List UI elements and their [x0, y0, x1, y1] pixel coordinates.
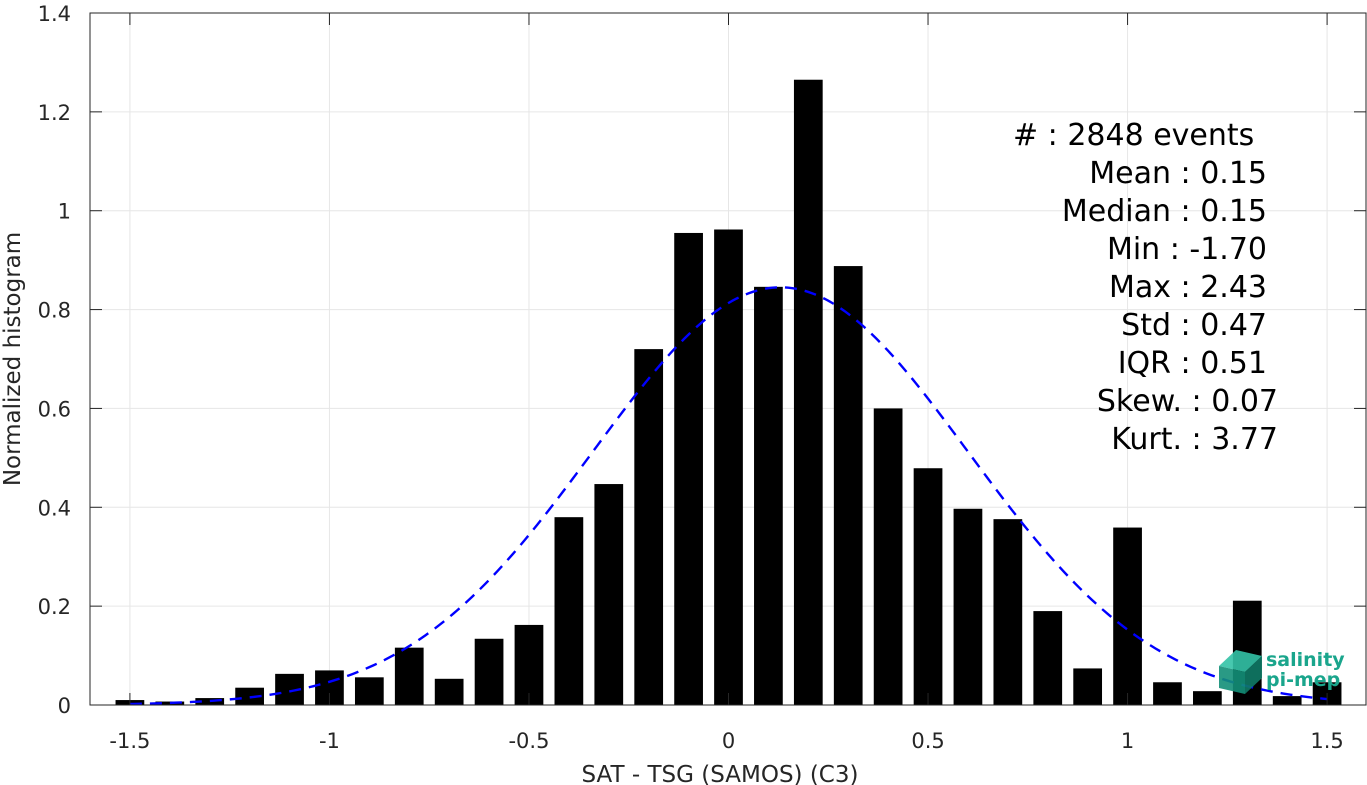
- histogram-bar: [1272, 696, 1302, 705]
- stat-median: Median : 0.15: [1062, 194, 1267, 229]
- histogram-bar: [155, 701, 185, 705]
- x-tick-label: -1: [319, 729, 340, 753]
- histogram-bar: [1073, 668, 1103, 705]
- stats-annotation: # : 2848 events Mean : 0.15 Median : 0.1…: [1013, 118, 1278, 457]
- histogram-bar: [1113, 527, 1142, 705]
- y-axis-label: Normalized histogram: [0, 232, 26, 486]
- x-tick-label: 1: [1121, 729, 1134, 753]
- x-tick-label: -0.5: [508, 729, 549, 753]
- histogram-bar: [714, 229, 743, 706]
- histogram-bar: [594, 484, 624, 705]
- histogram-bar: [1193, 691, 1222, 705]
- grid-lines: [90, 12, 1367, 706]
- y-tick-label: 1: [58, 200, 71, 224]
- cube-icon: [1219, 650, 1262, 694]
- stat-max: Max : 2.43: [1109, 270, 1267, 305]
- stat-kurtosis: Kurt. : 3.77: [1111, 422, 1278, 457]
- stat-std: Std : 0.47: [1121, 308, 1267, 343]
- stat-skewness: Skew. : 0.07: [1097, 384, 1278, 419]
- histogram-bar: [873, 408, 903, 705]
- histogram-bar: [754, 286, 783, 705]
- stat-mean: Mean : 0.15: [1089, 156, 1267, 191]
- histogram-bar: [913, 468, 943, 705]
- x-axis-label: SAT - TSG (SAMOS) (C3): [582, 762, 859, 785]
- x-tick-label: 1.5: [1310, 729, 1343, 753]
- histogram-bar: [1153, 682, 1182, 705]
- y-tick-label: 0: [58, 694, 71, 718]
- x-tick-label: -1.5: [109, 729, 150, 753]
- y-tick-label: 0.4: [38, 496, 71, 520]
- normal-fit-curve: [129, 286, 1328, 706]
- histogram-bar: [554, 517, 584, 705]
- y-tick-label: 1.2: [38, 101, 71, 125]
- histogram-bar: [195, 698, 225, 705]
- salinity-pi-mep-logo: salinity pi-mep: [1219, 649, 1345, 694]
- histogram-bar: [993, 519, 1023, 705]
- histogram-bar: [354, 677, 384, 705]
- y-tick-label: 0.2: [38, 595, 71, 619]
- histogram-bar: [514, 624, 544, 705]
- x-tick-labels: -1.5 -1 -0.5 0 0.5 1 1.5: [109, 729, 1343, 753]
- histogram-bar: [434, 678, 464, 705]
- histogram-bar: [634, 349, 664, 705]
- histogram-bar: [394, 647, 424, 705]
- stat-events: # : 2848 events: [1013, 118, 1254, 153]
- stat-min: Min : -1.70: [1107, 232, 1267, 267]
- x-tick-label: 0.5: [911, 729, 944, 753]
- logo-text-pi-mep: pi-mep: [1266, 669, 1340, 691]
- axis-ticks: [90, 12, 1366, 706]
- y-tick-label: 1.4: [38, 2, 71, 26]
- x-tick-label: 0: [722, 729, 735, 753]
- y-tick-label: 0.8: [38, 299, 71, 323]
- histogram-bar: [953, 508, 983, 705]
- histogram-bars: [115, 79, 1342, 706]
- histogram-bar: [833, 266, 863, 705]
- logo-text-salinity: salinity: [1266, 649, 1345, 671]
- y-tick-labels: 0 0.2 0.4 0.6 0.8 1 1.2 1.4: [38, 2, 71, 718]
- histogram-bar: [474, 638, 504, 705]
- histogram-bar: [674, 232, 703, 705]
- y-tick-label: 0.6: [38, 397, 71, 421]
- histogram-bar: [1033, 611, 1063, 705]
- histogram-bar: [793, 79, 823, 705]
- stat-iqr: IQR : 0.51: [1118, 346, 1267, 381]
